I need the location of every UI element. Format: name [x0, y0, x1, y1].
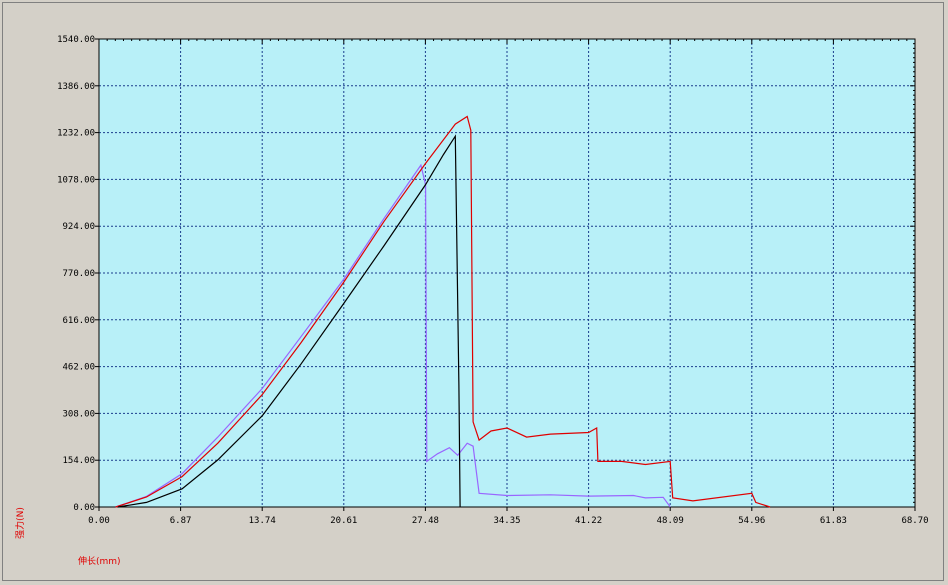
x-tick-label: 54.96: [738, 516, 765, 526]
y-tick-label: 0.00: [73, 503, 95, 513]
series-line-3: [117, 134, 461, 508]
grid: [99, 39, 915, 507]
y-axis-label: 强力(N): [14, 507, 26, 539]
series-line-2: [115, 115, 771, 508]
y-tick-label: 462.00: [62, 363, 95, 373]
x-axis-label: 伸长(mm): [78, 555, 121, 567]
tick-labels: 0.00 6.87 13.74 20.61 27.48 34.35 41.22 48.09 54…: [57, 35, 928, 526]
x-tick-label: 27.48: [412, 516, 439, 526]
y-tick-label: 1540.00: [57, 35, 95, 45]
y-tick-label: 770.00: [62, 269, 95, 279]
y-tick-label: 1078.00: [57, 175, 95, 185]
y-tick-label: 924.00: [62, 222, 95, 232]
series-line-1: [115, 163, 671, 508]
x-tick-label: 68.70: [901, 516, 928, 526]
y-tick-label: 616.00: [62, 316, 95, 326]
y-tick-label: 1232.00: [57, 129, 95, 139]
y-tick-label: 154.00: [62, 456, 95, 466]
x-tick-label: 34.35: [493, 516, 520, 526]
y-tick-label: 308.00: [62, 409, 95, 419]
x-tick-label: 61.83: [820, 516, 847, 526]
x-tick-label: 41.22: [575, 516, 602, 526]
series-layer: [115, 115, 771, 508]
x-tick-label: 20.61: [330, 516, 357, 526]
x-tick-label: 13.74: [249, 516, 276, 526]
y-tick-label: 1386.00: [57, 82, 95, 92]
x-tick-label: 0.00: [88, 516, 110, 526]
plot-border: [95, 38, 916, 511]
x-tick-label: 48.09: [657, 516, 684, 526]
x-tick-label: 6.87: [170, 516, 192, 526]
